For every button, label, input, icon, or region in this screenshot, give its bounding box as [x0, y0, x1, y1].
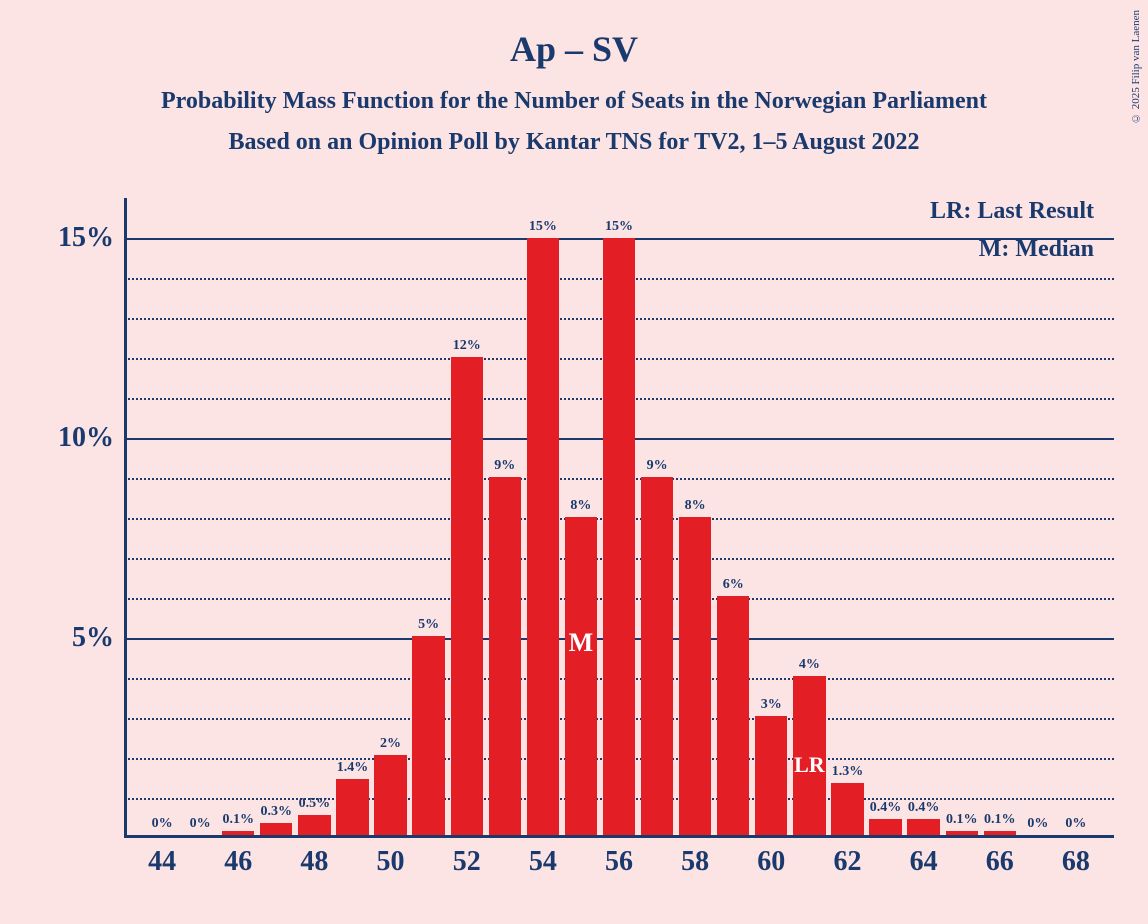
- x-axis-label: 48: [300, 846, 328, 878]
- bar: [869, 819, 901, 835]
- bar-value-label: 6%: [723, 577, 744, 593]
- y-axis: [124, 198, 127, 838]
- bar: [641, 477, 673, 835]
- bar-value-label: 0%: [190, 816, 211, 832]
- legend-last-result: LR: Last Result: [930, 198, 1094, 225]
- x-axis-label: 50: [377, 846, 405, 878]
- bar-value-label: 2%: [380, 736, 401, 752]
- bar-value-label: 15%: [529, 219, 557, 235]
- bar-value-label: 5%: [418, 617, 439, 633]
- bar-value-label: 0.1%: [984, 812, 1016, 828]
- chart-title: Ap – SV: [0, 0, 1148, 70]
- copyright-text: © 2025 Filip van Laenen: [1130, 10, 1142, 124]
- bar: [260, 823, 292, 835]
- y-axis-label: 15%: [34, 222, 114, 254]
- bar: [412, 636, 444, 835]
- bar-value-label: 0%: [1065, 816, 1086, 832]
- x-axis-label: 64: [910, 846, 938, 878]
- x-axis-label: 60: [757, 846, 785, 878]
- bar: [336, 779, 368, 835]
- y-axis-label: 10%: [34, 422, 114, 454]
- x-axis-label: 68: [1062, 846, 1090, 878]
- bar-value-label: 12%: [453, 338, 481, 354]
- bar-value-label: 0%: [1027, 816, 1048, 832]
- x-axis-label: 66: [986, 846, 1014, 878]
- bar-value-label: 0.4%: [908, 800, 940, 816]
- bar: [451, 357, 483, 835]
- bar-value-label: 0.5%: [299, 796, 331, 812]
- chart-plot-area: 5%10%15%0%0%0.1%0.3%0.5%1.4%2%5%12%9%15%…: [124, 198, 1114, 838]
- bar-value-label: 9%: [494, 458, 515, 474]
- bar-value-label: 0.3%: [261, 804, 293, 820]
- bar-value-label: 8%: [570, 498, 591, 514]
- bar-value-label: 1.4%: [337, 760, 369, 776]
- bar: [298, 815, 330, 835]
- bar-value-label: 1.3%: [832, 764, 864, 780]
- legend-median: M: Median: [979, 236, 1094, 263]
- chart-subtitle-1: Probability Mass Function for the Number…: [0, 70, 1148, 115]
- bar-value-label: 0%: [152, 816, 173, 832]
- median-marker: M: [569, 628, 594, 658]
- last-result-marker: LR: [794, 752, 825, 778]
- bar-value-label: 3%: [761, 697, 782, 713]
- y-axis-label: 5%: [34, 622, 114, 654]
- bar: [603, 238, 635, 835]
- x-axis-label: 54: [529, 846, 557, 878]
- bar: [374, 755, 406, 835]
- x-axis: [124, 835, 1114, 838]
- bar: [679, 517, 711, 836]
- x-axis-label: 44: [148, 846, 176, 878]
- bar: [717, 596, 749, 835]
- bar: [755, 716, 787, 835]
- bar-value-label: 0.1%: [946, 812, 978, 828]
- x-axis-label: 46: [224, 846, 252, 878]
- bar-value-label: 8%: [685, 498, 706, 514]
- bar-value-label: 15%: [605, 219, 633, 235]
- bar-value-label: 0.4%: [870, 800, 902, 816]
- x-axis-label: 62: [833, 846, 861, 878]
- x-axis-label: 56: [605, 846, 633, 878]
- x-axis-label: 58: [681, 846, 709, 878]
- x-axis-label: 52: [453, 846, 481, 878]
- bar-value-label: 4%: [799, 657, 820, 673]
- bar: [565, 517, 597, 836]
- bar: [489, 477, 521, 835]
- bar-value-label: 9%: [647, 458, 668, 474]
- bar: [831, 783, 863, 835]
- bar: [907, 819, 939, 835]
- bar-value-label: 0.1%: [222, 812, 254, 828]
- chart-subtitle-2: Based on an Opinion Poll by Kantar TNS f…: [0, 115, 1148, 156]
- bar: [527, 238, 559, 835]
